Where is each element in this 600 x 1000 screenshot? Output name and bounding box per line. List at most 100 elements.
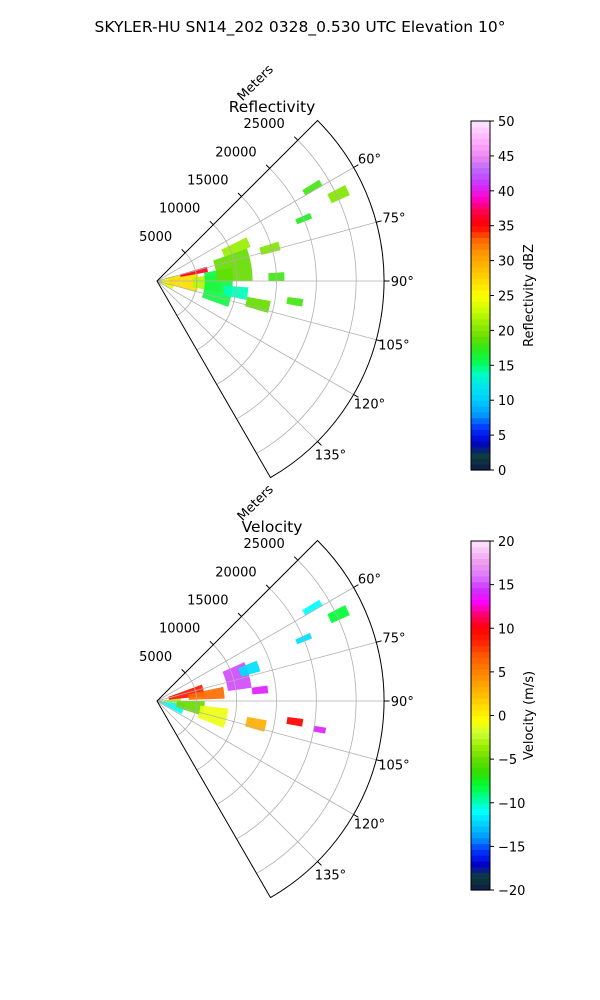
colorbar-band xyxy=(471,698,490,705)
colorbar-band xyxy=(471,593,490,600)
azimuth-spoke xyxy=(156,167,354,282)
colorbar-band xyxy=(471,791,490,798)
colorbar-band xyxy=(471,144,490,151)
colorbar-band xyxy=(471,411,490,419)
echo-regions xyxy=(157,179,350,313)
colorbar-band xyxy=(471,283,490,291)
azimuth-tick xyxy=(353,394,359,398)
range-ring xyxy=(236,168,317,420)
azimuth-tick xyxy=(317,861,322,866)
colorbar-band xyxy=(471,692,490,699)
azimuth-spoke xyxy=(156,641,377,702)
range-ring xyxy=(216,196,277,385)
colorbar-tick-label: 10 xyxy=(498,394,515,409)
colorbar-band xyxy=(471,756,490,763)
azimuth-tick-label: 60° xyxy=(358,152,381,167)
colorbar-band xyxy=(471,796,490,804)
colorbar-band xyxy=(471,855,490,862)
colorbar-label: Velocity (m/s) xyxy=(522,671,537,760)
azimuth-tick-label: 105° xyxy=(378,338,409,353)
radial-tick-label: 20000 xyxy=(215,565,256,580)
colorbar-band xyxy=(471,570,490,577)
radial-tick-label: 15000 xyxy=(187,174,228,189)
colorbar-tick-label: 15 xyxy=(498,579,515,594)
colorbar-label: Reflectivity dBZ xyxy=(522,244,537,347)
colorbar-band xyxy=(471,371,490,378)
colorbar-band xyxy=(471,622,490,629)
colorbar-band xyxy=(471,243,490,250)
colorbar-band xyxy=(471,365,490,372)
colorbar-tick-label: 45 xyxy=(498,150,515,165)
colorbar-band xyxy=(471,179,490,186)
colorbar-band xyxy=(471,260,490,268)
colorbar-band xyxy=(471,278,490,285)
colorbar-band xyxy=(471,703,490,711)
echo-region xyxy=(197,705,229,728)
azimuth-tick-label: 90° xyxy=(391,275,414,290)
colorbar-band xyxy=(471,860,490,868)
colorbar-band xyxy=(471,634,490,641)
range-ring xyxy=(256,139,357,454)
range-ring xyxy=(236,588,317,840)
radial-tick xyxy=(293,556,299,561)
colorbar-band xyxy=(471,336,490,343)
colorbar-band xyxy=(471,616,490,624)
echo-region xyxy=(302,179,323,196)
colorbar-band xyxy=(471,546,490,554)
range-ring xyxy=(256,559,357,874)
colorbar-band xyxy=(471,167,490,174)
colorbar-band xyxy=(471,721,490,728)
colorbar-band xyxy=(471,587,490,594)
echo-region xyxy=(251,685,269,695)
radial-tick xyxy=(265,584,270,589)
colorbar: −20 −15 −10 −5 0 5 10 15 20 Velocity (m/s) xyxy=(470,535,537,899)
figure-title: SKYLER-HU SN14_202 0328_0.530 UTC Elevat… xyxy=(95,18,506,37)
azimuth-spoke xyxy=(156,221,377,282)
colorbar-band xyxy=(471,575,490,583)
colorbar-band xyxy=(471,558,490,565)
azimuth-spoke xyxy=(156,587,354,702)
colorbar-band xyxy=(471,610,490,618)
colorbar-band xyxy=(471,779,490,786)
colorbar-band xyxy=(471,173,490,180)
azimuth-tick-label: 105° xyxy=(378,758,409,773)
colorbar-band xyxy=(471,417,490,425)
colorbar: 0 5 10 15 20 25 30 35 40 45 50 Reflectivity dBZ xyxy=(470,115,537,479)
echo-region xyxy=(245,296,271,313)
azimuth-tick-label: 60° xyxy=(358,572,381,587)
azimuth-spoke xyxy=(156,280,318,442)
range-ring xyxy=(216,616,277,805)
colorbar-band xyxy=(471,657,490,664)
colorbar-band xyxy=(471,802,490,810)
colorbar-band xyxy=(471,628,490,635)
colorbar-band xyxy=(471,376,490,384)
colorbar-tick-label: −10 xyxy=(498,797,525,812)
colorbar-tick-label: 15 xyxy=(498,359,515,374)
colorbar-band xyxy=(471,202,490,209)
colorbar-band xyxy=(471,849,490,856)
radial-tick-label: 10000 xyxy=(159,202,200,217)
colorbar-band xyxy=(471,581,490,589)
colorbar-band xyxy=(471,318,490,326)
panel-title: Velocity xyxy=(242,518,303,536)
colorbar-band xyxy=(471,446,490,454)
colorbar-band xyxy=(471,663,490,670)
radial-tick-label: 5000 xyxy=(139,230,172,245)
colorbar-band xyxy=(471,324,490,331)
azimuth-tick xyxy=(376,339,382,342)
echo-region xyxy=(221,237,251,257)
azimuth-spoke xyxy=(156,700,354,815)
azimuth-spoke xyxy=(156,280,354,395)
azimuth-tick-label: 135° xyxy=(315,868,346,883)
colorbar-band xyxy=(471,347,490,355)
colorbar-band xyxy=(471,190,490,198)
echo-regions xyxy=(157,599,350,734)
echo-region xyxy=(238,660,261,677)
range-ring xyxy=(176,672,198,736)
polar-grid xyxy=(156,139,384,454)
colorbar-tick-label: 35 xyxy=(498,220,515,235)
colorbar-band xyxy=(471,138,490,145)
colorbar-tick-label: 40 xyxy=(498,185,515,200)
colorbar-band xyxy=(471,727,490,734)
colorbar-band xyxy=(471,843,490,850)
